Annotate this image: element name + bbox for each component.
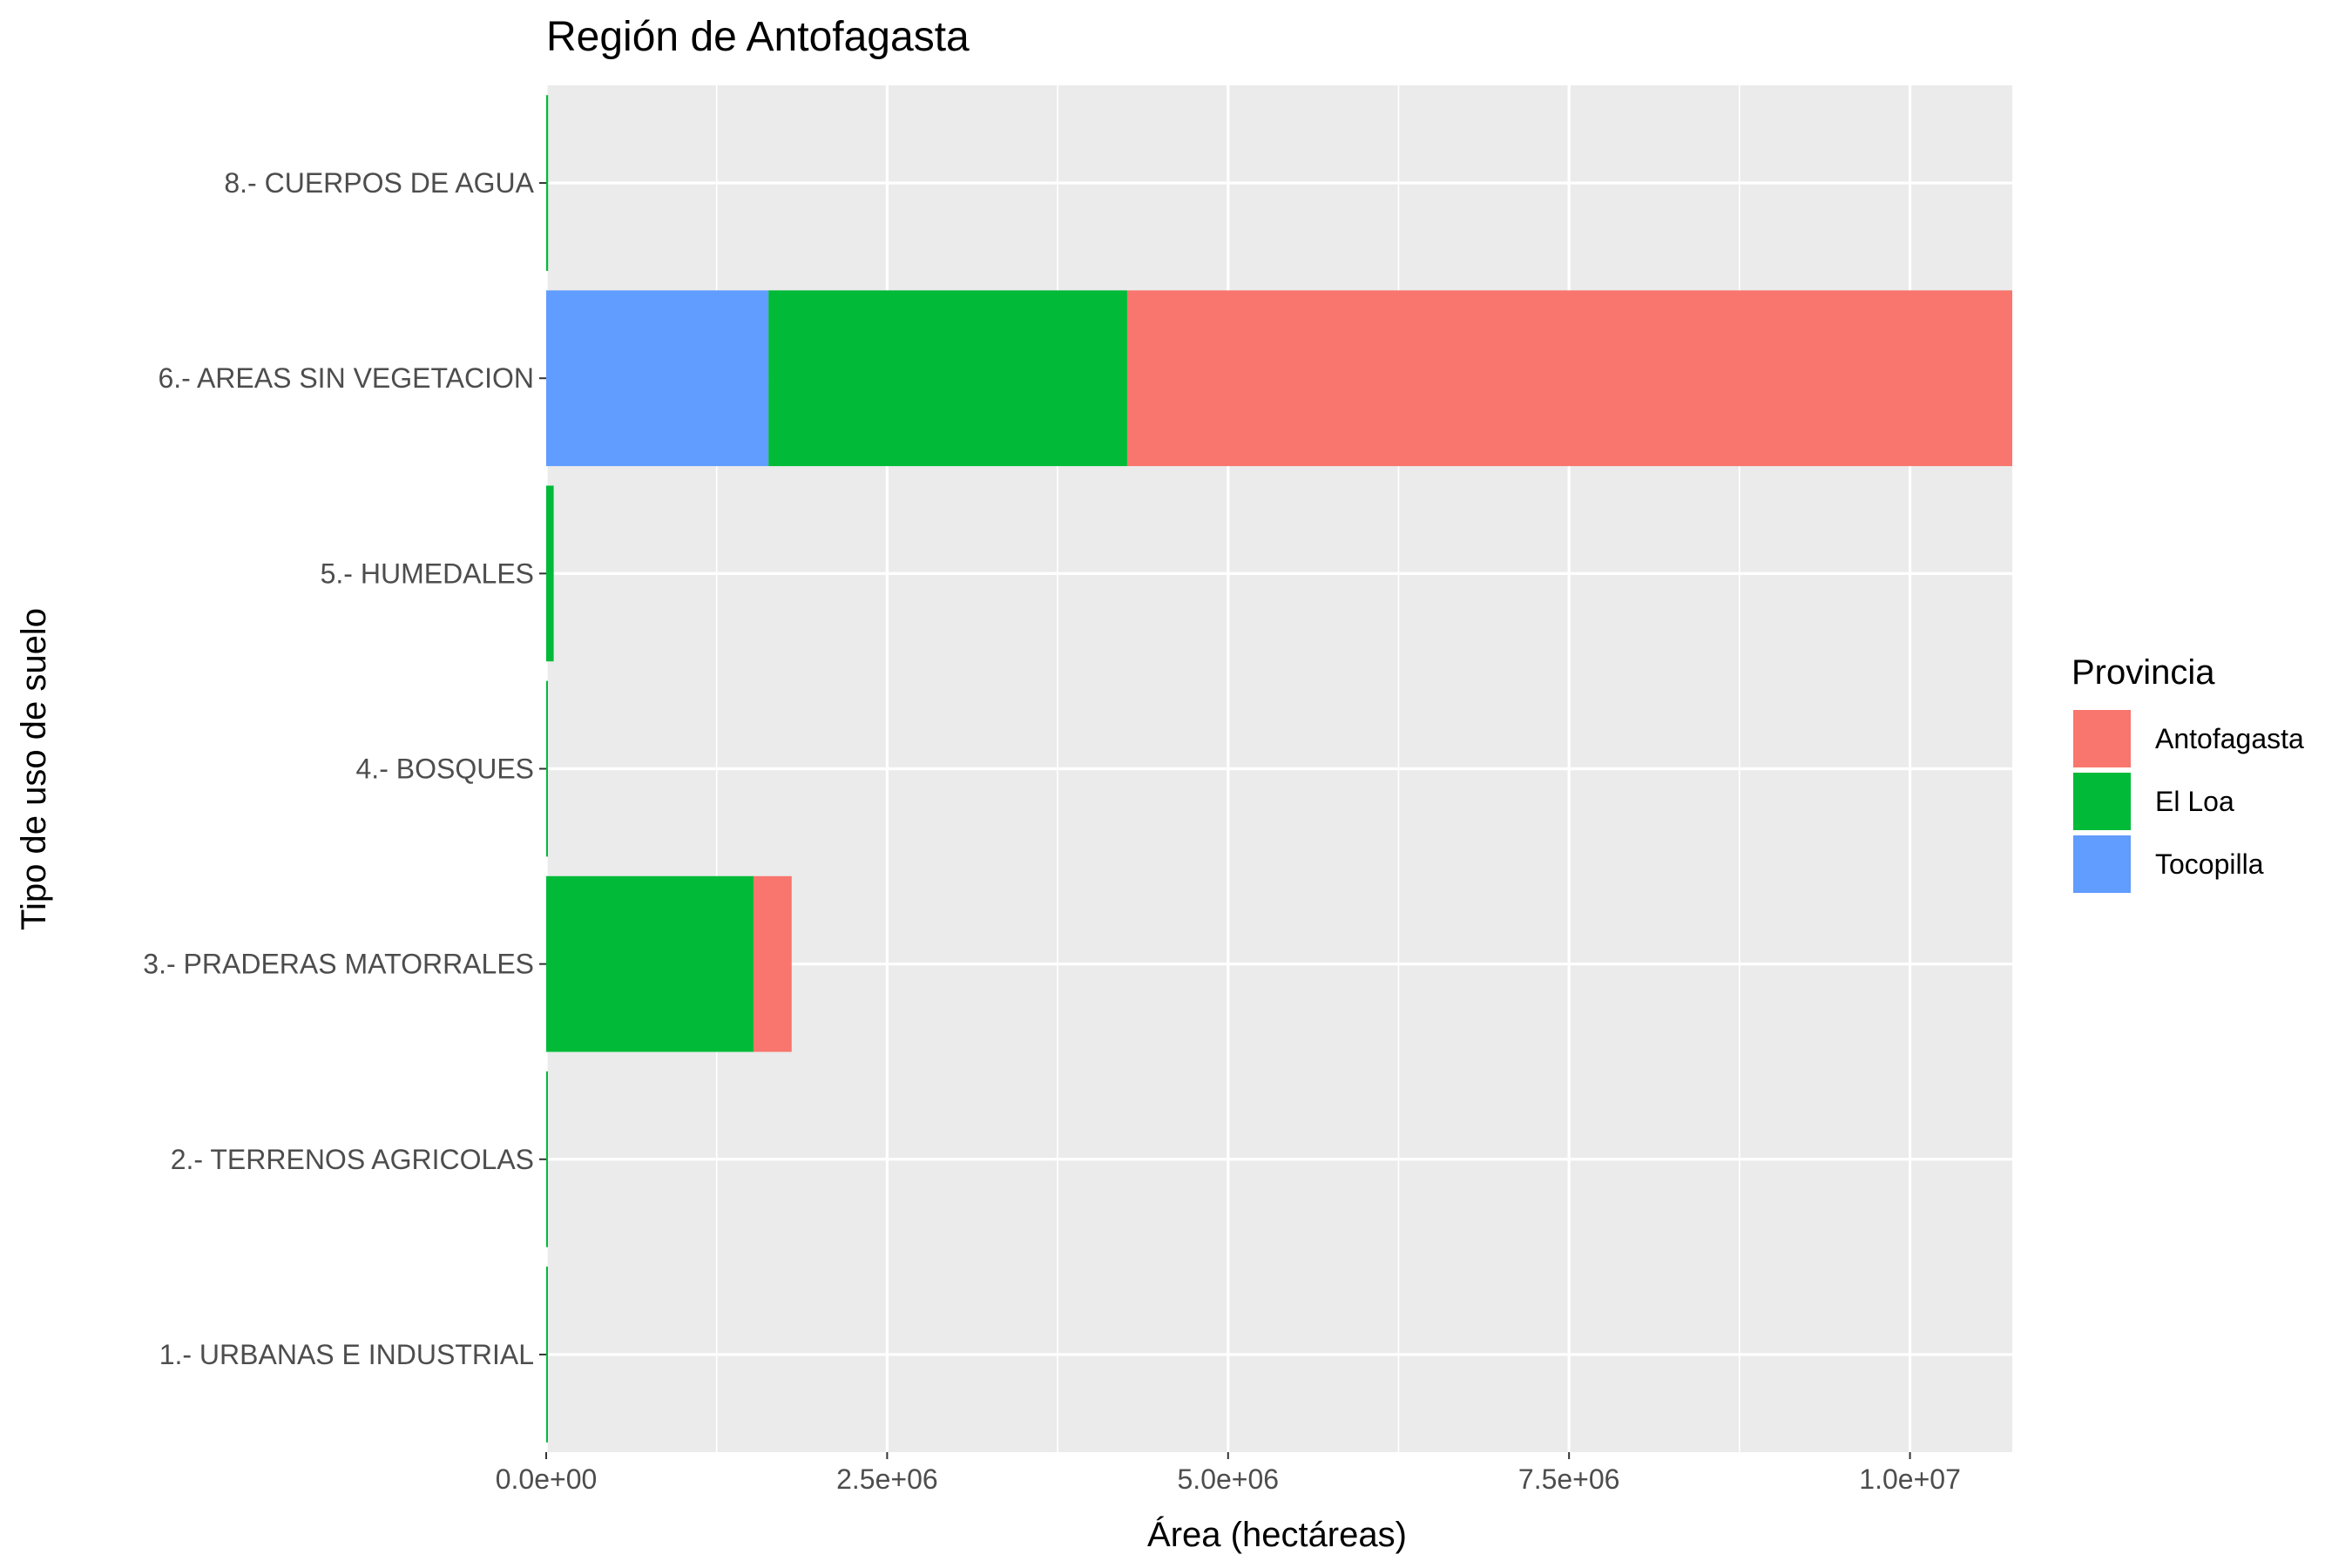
bar-tocopilla [546,290,769,467]
legend-title: Provincia [2072,653,2215,692]
x-tick-label: 2.5e+06 [836,1463,938,1495]
y-tick-label: 4.- BOSQUES [356,754,535,785]
legend-label: Tocopilla [2155,848,2264,880]
y-axis: 1.- URBANAS E INDUSTRIAL 2.- TERRENOS AGR… [143,167,546,1370]
bar-el-loa [546,95,549,271]
legend-key-antofagasta [2073,710,2131,767]
y-tick-label: 3.- PRADERAS MATORRALES [143,949,534,980]
legend-label: El Loa [2155,786,2234,817]
x-axis: 0.0e+00 2.5e+06 5.0e+06 7.5e+06 1.0e+07 [496,1452,1961,1495]
y-tick-label: 1.- URBANAS E INDUSTRIAL [159,1339,534,1370]
x-tick-label: 7.5e+06 [1518,1463,1620,1495]
bar-el-loa [546,1071,548,1247]
y-tick-label: 8.- CUERPOS DE AGUA [224,167,534,199]
bar-layer [546,95,2012,1443]
y-axis-title: Tipo de uso de suelo [15,608,53,930]
legend-key-tocopilla [2073,835,2131,893]
x-tick-label: 1.0e+07 [1859,1463,1961,1495]
bar-el-loa [768,290,1127,467]
bar-el-loa [546,680,548,857]
bar-antofagasta [753,875,792,1052]
legend-items: Antofagasta El Loa Tocopilla [2073,710,2304,893]
x-axis-title: Área (hectáreas) [1147,1515,1407,1554]
legend-label: Antofagasta [2155,723,2304,754]
x-tick-label: 5.0e+06 [1178,1463,1280,1495]
chart-title: Región de Antofagasta [546,14,970,60]
bar-antofagasta [1126,290,2012,467]
bar-el-loa [546,875,754,1052]
x-tick-label: 0.0e+00 [496,1463,598,1495]
legend-key-el-loa [2073,773,2131,830]
y-tick-label: 6.- AREAS SIN VEGETACION [158,362,534,394]
bar-el-loa [546,485,554,662]
legend: Provincia Antofagasta El Loa Tocopilla [2072,653,2304,893]
y-tick-label: 5.- HUMEDALES [321,558,534,589]
y-tick-label: 2.- TERRENOS AGRICOLAS [171,1144,534,1175]
bar-el-loa [546,1267,548,1443]
